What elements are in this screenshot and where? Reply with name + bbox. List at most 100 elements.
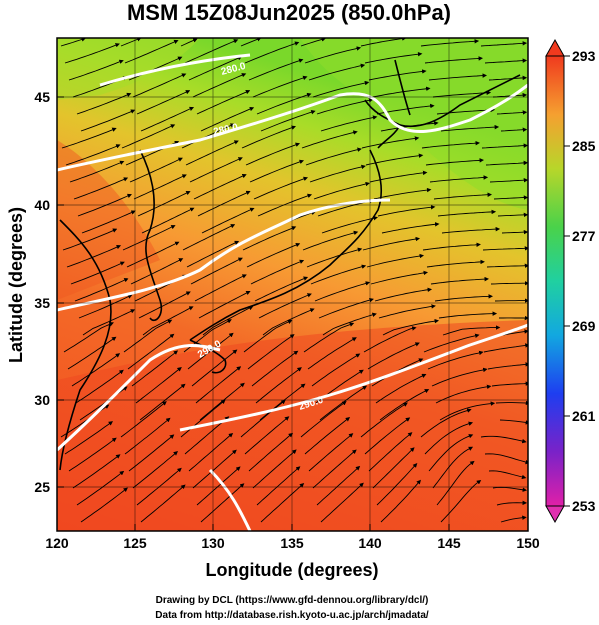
streamline [184, 416, 230, 455]
streamline [488, 470, 527, 480]
streamline [68, 437, 117, 472]
streamline [375, 373, 427, 404]
streamline [262, 308, 315, 336]
streamline [361, 136, 420, 149]
streamline [362, 236, 421, 251]
streamline [304, 46, 362, 64]
streamline [305, 147, 362, 166]
streamline [377, 204, 436, 217]
streamline [80, 109, 136, 132]
streamline [490, 280, 528, 286]
streamline [130, 258, 184, 285]
x-tick-label: 150 [516, 535, 540, 551]
streamline [300, 400, 347, 438]
streamline [249, 159, 305, 183]
streamline [63, 322, 114, 353]
streamline [140, 484, 186, 523]
streamline [193, 174, 247, 200]
streamline [190, 257, 243, 285]
streamline [487, 362, 528, 370]
streamline [248, 58, 304, 81]
streamline [489, 177, 528, 183]
streamline [500, 127, 528, 132]
streamline [61, 127, 117, 149]
streamline [502, 329, 528, 336]
streamline [132, 73, 187, 98]
colorbar [545, 38, 570, 524]
streamline [480, 41, 528, 47]
streamline [202, 306, 254, 336]
streamline [138, 291, 191, 319]
streamline [129, 157, 183, 183]
y-tick-label: 30 [34, 392, 50, 408]
streamline [321, 216, 378, 234]
streamline [483, 343, 528, 353]
y-axis-title: Latitude (degrees) [6, 207, 26, 363]
streamline [127, 333, 175, 370]
streamline [76, 470, 125, 506]
streamline [80, 487, 128, 523]
streamline [311, 353, 361, 387]
streamline [370, 270, 429, 285]
streamline [251, 350, 299, 387]
streamline [312, 80, 370, 98]
streamline [482, 246, 528, 251]
coastlines [59, 59, 521, 471]
streamline [307, 337, 357, 370]
streamline [306, 247, 363, 268]
streamline [128, 434, 175, 472]
streamline [192, 73, 247, 98]
streamline [184, 39, 239, 64]
streamline [500, 515, 527, 523]
streamline [128, 56, 183, 81]
streamline [196, 466, 241, 506]
streamline [82, 309, 136, 336]
streamline [254, 276, 309, 302]
streamline [247, 334, 295, 370]
streamline [300, 38, 327, 47]
map-title: MSM 15Z08Jun2025 (850.0hPa) [127, 0, 451, 25]
streamline [304, 417, 351, 455]
streamline [64, 421, 114, 455]
streamline [140, 106, 195, 132]
streamline [480, 435, 527, 444]
streamline [372, 447, 415, 489]
credit-drawing: Drawing by DCL (https://www.gfd-dennou.o… [156, 595, 429, 606]
streamline [382, 318, 440, 336]
streamline [369, 170, 428, 183]
streamline [248, 432, 294, 472]
streamline [196, 90, 251, 115]
credit-data: Data from http://database.rish.kyoto-u.a… [155, 610, 429, 621]
streamline [310, 264, 367, 285]
streamline [240, 399, 286, 438]
streamline [65, 144, 121, 166]
streamline [429, 175, 489, 183]
x-tick-label: 135 [280, 535, 304, 551]
streamline [253, 176, 309, 200]
streamline [437, 209, 497, 217]
streamline [187, 332, 234, 370]
streamline [367, 342, 420, 370]
streamline [197, 190, 251, 217]
streamline [242, 226, 297, 251]
streamline [72, 454, 121, 489]
streamline [75, 369, 124, 404]
streamline [425, 158, 485, 166]
x-tick-label: 140 [358, 535, 382, 551]
streamline [422, 242, 481, 251]
streamline [135, 367, 182, 404]
streamline [496, 110, 528, 115]
streamline [240, 38, 262, 47]
streamline [252, 449, 297, 489]
streamline [185, 140, 239, 166]
streamline [364, 417, 411, 455]
colorbar-tick-label: 261 [572, 408, 596, 424]
streamline [381, 222, 440, 234]
colorbar-min-arrow-icon [545, 505, 565, 524]
y-tick-label: 45 [34, 89, 50, 105]
streamline [123, 319, 173, 353]
streamline [434, 294, 494, 302]
streamline [124, 417, 171, 455]
streamline [438, 311, 498, 319]
streamline [77, 193, 132, 217]
